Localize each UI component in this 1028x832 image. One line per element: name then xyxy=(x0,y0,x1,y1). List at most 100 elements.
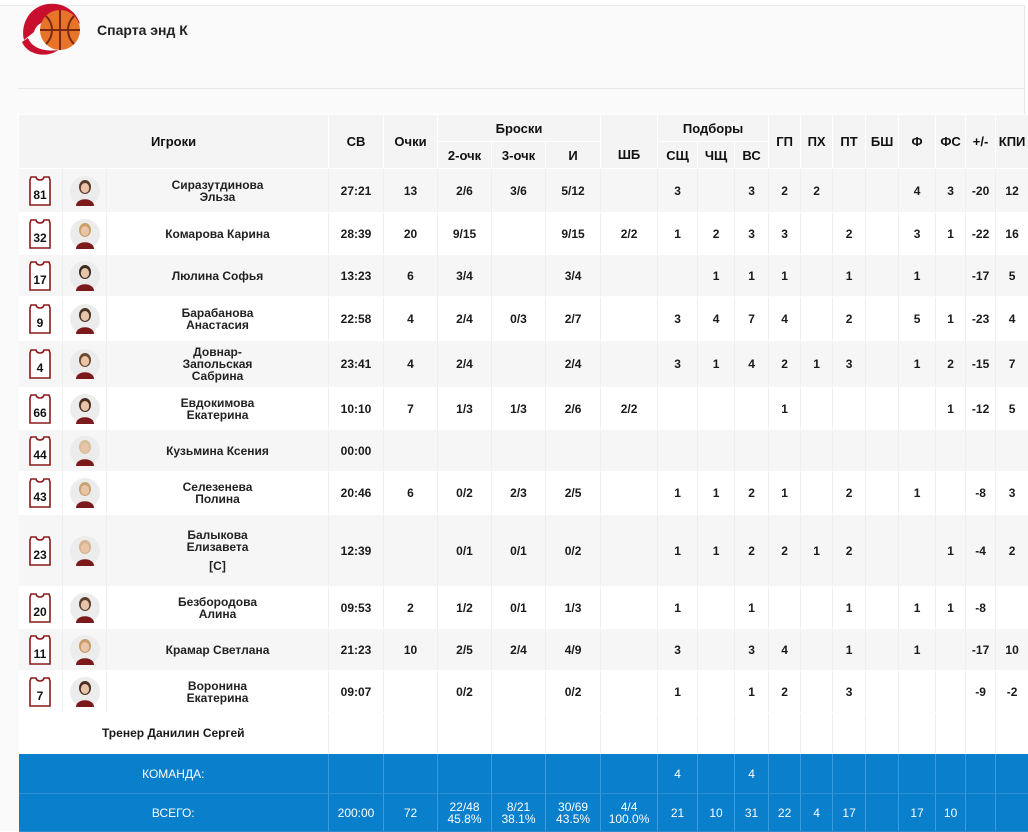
player-name[interactable]: Люлина Софья xyxy=(107,255,329,297)
stat-tov xyxy=(801,629,833,671)
stat-ast: 2 xyxy=(769,341,801,388)
player-avatar[interactable] xyxy=(70,219,100,249)
stat-pm: -8 xyxy=(966,472,996,515)
player-name[interactable]: Крамар Светлана xyxy=(107,629,329,671)
stat-tov: 1 xyxy=(801,341,833,388)
stat-pts: 4 xyxy=(384,341,438,388)
player-avatar[interactable] xyxy=(70,635,100,665)
player-avatar[interactable] xyxy=(70,593,100,623)
player-avatar[interactable] xyxy=(70,349,100,379)
stat-def: 1 xyxy=(698,341,735,388)
player-avatar[interactable] xyxy=(70,436,100,466)
col-eff[interactable]: КПИ xyxy=(996,115,1028,169)
player-avatar[interactable] xyxy=(70,304,100,334)
player-avatar[interactable] xyxy=(70,261,100,291)
stat-stl xyxy=(833,430,866,472)
empty-cell xyxy=(384,713,438,754)
col-points[interactable]: Очки xyxy=(384,115,438,169)
col-def[interactable]: ЧЩ xyxy=(698,142,735,169)
stat-two: 1/2 xyxy=(438,587,492,629)
col-ast[interactable]: ГП xyxy=(769,115,801,169)
stat-ast: 1 xyxy=(769,255,801,297)
stat-off: 1 xyxy=(658,213,698,255)
col-stl[interactable]: ПТ xyxy=(833,115,866,169)
col-off[interactable]: СЩ xyxy=(658,142,698,169)
empty-cell xyxy=(899,713,936,754)
jersey-icon: 20 xyxy=(28,593,52,623)
stat-off: 3 xyxy=(658,629,698,671)
stat-i: 1/3 xyxy=(546,587,601,629)
stat-sv: 12:39 xyxy=(329,515,384,587)
stat-ast: 3 xyxy=(769,213,801,255)
player-avatar[interactable] xyxy=(70,677,100,707)
col-two[interactable]: 2-очк xyxy=(438,142,492,169)
stat-three xyxy=(492,341,546,388)
col-tot[interactable]: ВС xyxy=(735,142,769,169)
stat-sv: 20:46 xyxy=(329,472,384,515)
stat-tot: 3 xyxy=(735,629,769,671)
player-name[interactable]: Кузьмина Ксения xyxy=(107,430,329,472)
col-sv[interactable]: СВ xyxy=(329,115,384,169)
stat-three xyxy=(492,671,546,713)
stat-two: 0/1 xyxy=(438,515,492,587)
col-pf[interactable]: Ф xyxy=(899,115,936,169)
stat-eff: 5 xyxy=(996,255,1028,297)
jersey-number: 44 xyxy=(34,448,48,462)
stat-stl: 3 xyxy=(833,671,866,713)
player-name-line: Сабрина xyxy=(107,370,328,382)
player-avatar[interactable] xyxy=(70,536,100,566)
total-pf: 17 xyxy=(899,794,936,832)
col-pm[interactable]: +/- xyxy=(966,115,996,169)
stat-pts: 20 xyxy=(384,213,438,255)
jersey-number: 17 xyxy=(34,273,48,287)
team-stl xyxy=(833,754,866,794)
stat-def xyxy=(698,587,735,629)
col-tov[interactable]: ПХ xyxy=(801,115,833,169)
player-name-line: Безбородова xyxy=(107,596,328,608)
jersey-number: 66 xyxy=(34,406,48,420)
col-blk[interactable]: БШ xyxy=(866,115,899,169)
player-avatar[interactable] xyxy=(70,176,100,206)
player-name[interactable]: Комарова Карина xyxy=(107,213,329,255)
stat-i: 9/15 xyxy=(546,213,601,255)
stat-blk xyxy=(866,515,899,587)
stat-three xyxy=(492,255,546,297)
stat-tot: 1 xyxy=(735,671,769,713)
player-avatar[interactable] xyxy=(70,394,100,424)
col-ft[interactable]: ШБ xyxy=(601,115,658,169)
jersey-number: 32 xyxy=(34,231,48,245)
col-players[interactable]: Игроки xyxy=(19,115,329,169)
jersey-icon: 11 xyxy=(28,635,52,665)
stat-def xyxy=(698,629,735,671)
stat-pts xyxy=(384,671,438,713)
total-tov: 4 xyxy=(801,794,833,832)
jersey-icon: 23 xyxy=(28,536,52,566)
empty-cell xyxy=(438,713,492,754)
col-i[interactable]: И xyxy=(546,142,601,169)
player-avatar[interactable] xyxy=(70,478,100,508)
jersey-number: 20 xyxy=(34,605,48,619)
col-three[interactable]: 3-очк xyxy=(492,142,546,169)
col-fd[interactable]: ФС xyxy=(936,115,966,169)
